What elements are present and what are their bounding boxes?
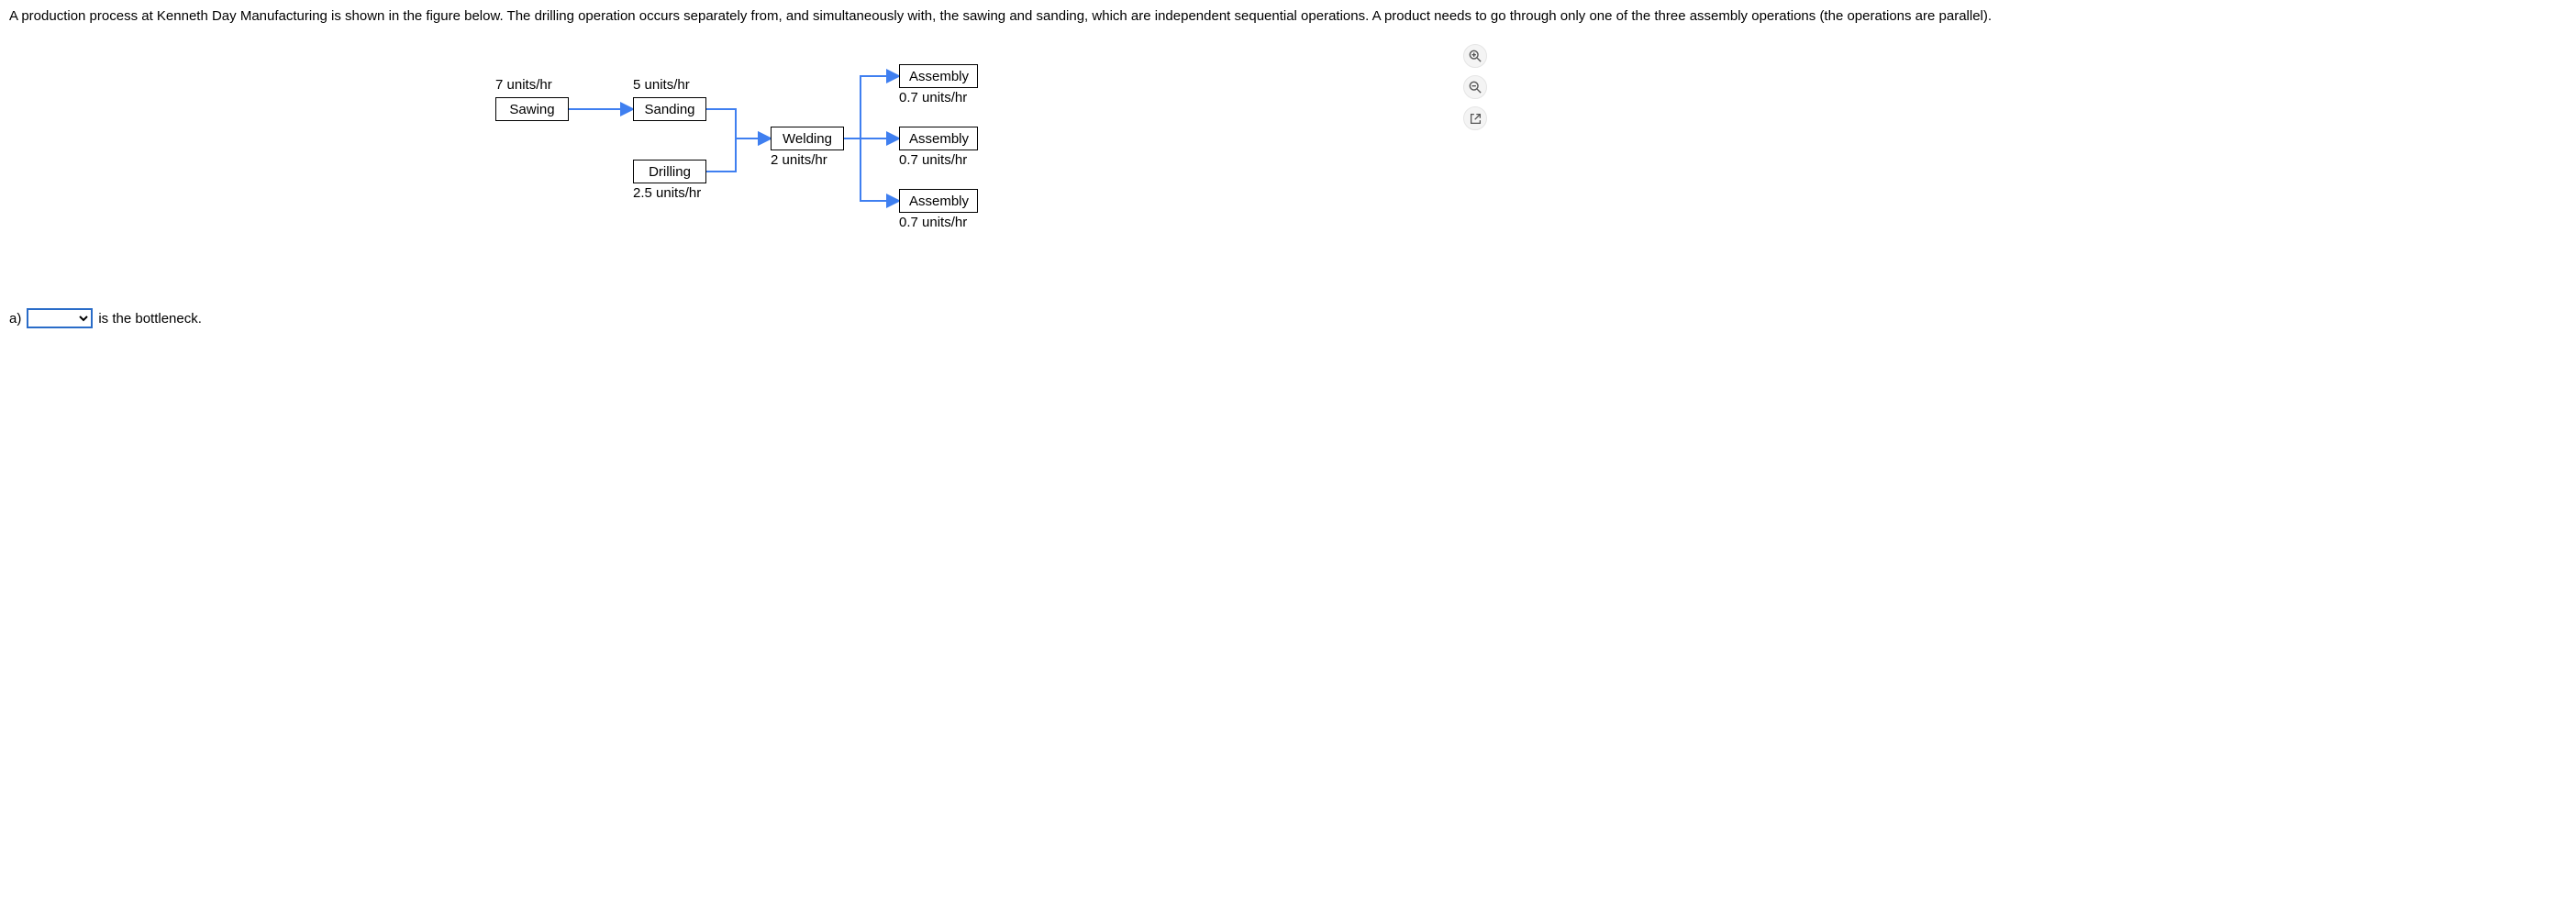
- rate-sanding: 5 units/hr: [633, 77, 690, 93]
- rate-drilling: 2.5 units/hr: [633, 185, 701, 201]
- rate-welding: 2 units/hr: [771, 152, 827, 168]
- zoom-out-icon[interactable]: [1463, 75, 1487, 99]
- part-label: a): [9, 311, 21, 327]
- answer-row: a) SawingSandingDrillingWeldingAssembly …: [9, 308, 2567, 328]
- rate-asm2: 0.7 units/hr: [899, 152, 967, 168]
- node-asm2: Assembly: [899, 127, 978, 150]
- question-text: A production process at Kenneth Day Manu…: [9, 7, 2567, 26]
- rate-asm3: 0.7 units/hr: [899, 215, 967, 230]
- rate-sawing: 7 units/hr: [495, 77, 552, 93]
- node-drilling: Drilling: [633, 160, 706, 183]
- process-diagram: Sawing 7 units/hr Sanding 5 units/hr Drillin…: [486, 51, 1482, 253]
- edge-welding-asm3: [844, 138, 899, 201]
- node-welding: Welding: [771, 127, 844, 150]
- answer-suffix: is the bottleneck.: [98, 311, 202, 327]
- node-sawing: Sawing: [495, 97, 569, 121]
- bottleneck-select[interactable]: SawingSandingDrillingWeldingAssembly: [27, 308, 93, 328]
- edge-drilling-welding: [706, 138, 771, 172]
- node-asm3: Assembly: [899, 189, 978, 213]
- node-sanding: Sanding: [633, 97, 706, 121]
- open-external-icon[interactable]: [1463, 106, 1487, 130]
- rate-asm1: 0.7 units/hr: [899, 90, 967, 105]
- diagram-toolbar: [1463, 44, 1487, 130]
- node-asm1: Assembly: [899, 64, 978, 88]
- edge-sanding-welding: [706, 109, 771, 138]
- edge-welding-asm1: [844, 76, 899, 138]
- zoom-in-icon[interactable]: [1463, 44, 1487, 68]
